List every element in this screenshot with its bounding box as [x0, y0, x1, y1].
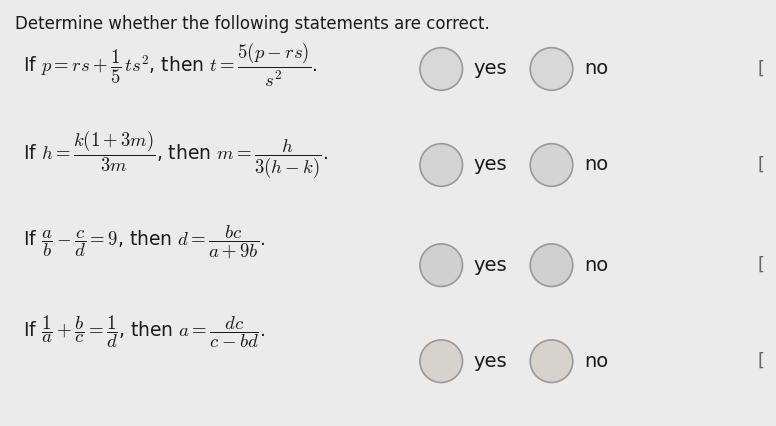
Text: [: [	[757, 256, 764, 274]
Ellipse shape	[420, 244, 462, 286]
Text: yes: yes	[474, 352, 508, 371]
Text: [: [	[757, 352, 764, 370]
Ellipse shape	[420, 144, 462, 186]
Text: yes: yes	[474, 155, 508, 175]
Text: [: [	[757, 156, 764, 174]
Text: no: no	[584, 60, 608, 78]
Text: If $p = rs + \dfrac{1}{5}\,ts^2$, then $t = \dfrac{5(p-rs)}{s^2}$.: If $p = rs + \dfrac{1}{5}\,ts^2$, then $…	[23, 40, 317, 89]
Text: no: no	[584, 352, 608, 371]
Text: If $\dfrac{1}{a} + \dfrac{b}{c} = \dfrac{1}{d}$, then $a = \dfrac{dc}{c-bd}$.: If $\dfrac{1}{a} + \dfrac{b}{c} = \dfrac…	[23, 314, 265, 351]
Ellipse shape	[530, 340, 573, 383]
Text: yes: yes	[474, 256, 508, 275]
Text: [: [	[757, 60, 764, 78]
Text: no: no	[584, 155, 608, 175]
Ellipse shape	[530, 144, 573, 186]
Text: If $\dfrac{a}{b} - \dfrac{c}{d} = 9$, then $d = \dfrac{bc}{a+9b}$.: If $\dfrac{a}{b} - \dfrac{c}{d} = 9$, th…	[23, 223, 265, 261]
Text: If $h = \dfrac{k(1+3m)}{3m}$, then $m = \dfrac{h}{3(h-k)}$.: If $h = \dfrac{k(1+3m)}{3m}$, then $m = …	[23, 129, 328, 181]
Ellipse shape	[420, 48, 462, 90]
Ellipse shape	[530, 48, 573, 90]
Ellipse shape	[530, 244, 573, 286]
Text: no: no	[584, 256, 608, 275]
Text: yes: yes	[474, 60, 508, 78]
Text: Determine whether the following statements are correct.: Determine whether the following statemen…	[16, 14, 490, 33]
Ellipse shape	[420, 340, 462, 383]
